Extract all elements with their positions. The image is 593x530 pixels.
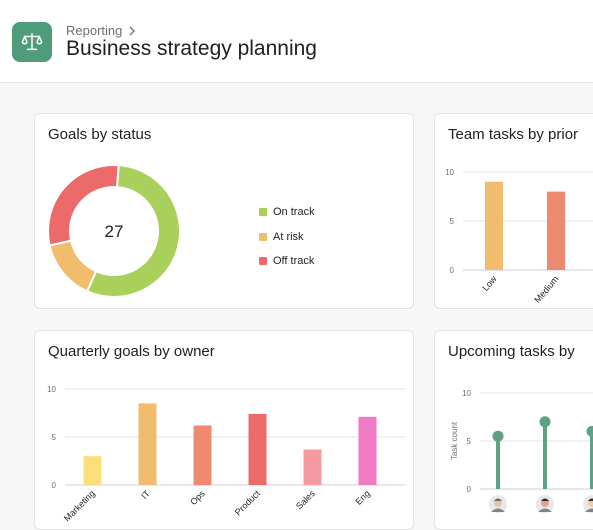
project-icon[interactable] bbox=[12, 22, 52, 62]
legend-item-off-track[interactable]: Off track bbox=[259, 249, 315, 274]
y-tick-label: 5 bbox=[467, 437, 472, 446]
bar-medium[interactable] bbox=[547, 192, 565, 270]
y-tick-label: 5 bbox=[450, 217, 455, 226]
x-tick-label: Low bbox=[480, 273, 499, 292]
legend-label: Off track bbox=[273, 255, 314, 267]
donut-center-label: 27 bbox=[105, 222, 124, 241]
breadcrumb-reporting[interactable]: Reporting bbox=[66, 23, 122, 38]
bar-product[interactable] bbox=[249, 414, 267, 485]
upcoming-tasks-lollipop-chart[interactable]: 0 5 10 Task count bbox=[435, 377, 593, 530]
y-tick-label: 0 bbox=[467, 485, 472, 494]
bar-marketing[interactable] bbox=[84, 456, 102, 485]
legend-swatch bbox=[259, 233, 267, 241]
bar-sales[interactable] bbox=[304, 449, 322, 485]
goals-donut-chart[interactable]: 27 bbox=[35, 152, 195, 309]
team-tasks-bar-chart[interactable]: 0 5 10 Low Medium bbox=[435, 160, 593, 309]
avatar[interactable] bbox=[536, 495, 554, 513]
y-tick-label: 0 bbox=[450, 266, 455, 275]
y-axis-label: Task count bbox=[450, 421, 459, 460]
legend-item-on-track[interactable]: On track bbox=[259, 200, 315, 225]
breadcrumb[interactable]: Reporting bbox=[66, 23, 136, 38]
lollipop-point[interactable] bbox=[493, 431, 504, 442]
legend-item-at-risk[interactable]: At risk bbox=[259, 225, 315, 250]
y-tick-label: 10 bbox=[462, 389, 471, 398]
avatar[interactable] bbox=[489, 495, 507, 513]
x-tick-label: Medium bbox=[532, 274, 560, 305]
card-title: Upcoming tasks by bbox=[448, 343, 575, 360]
bar-eng[interactable] bbox=[359, 417, 377, 485]
y-tick-label: 10 bbox=[445, 168, 454, 177]
page-header: Reporting Business strategy planning bbox=[0, 0, 593, 83]
team-tasks-card[interactable]: Team tasks by prior 0 5 10 Low Medium bbox=[434, 113, 593, 309]
card-title: Quarterly goals by owner bbox=[48, 343, 215, 360]
quarterly-goals-bar-chart[interactable]: 0 5 10 Marketing IT Ops Product Sales Eng bbox=[35, 377, 414, 527]
lollipop-point[interactable] bbox=[587, 426, 593, 437]
goals-legend: On track At risk Off track bbox=[259, 200, 315, 274]
goals-by-status-card[interactable]: Goals by status 27 On track At risk Off tr… bbox=[34, 113, 414, 309]
lollipop-point[interactable] bbox=[540, 416, 551, 427]
card-title: Team tasks by prior bbox=[448, 126, 578, 143]
avatar[interactable] bbox=[583, 495, 593, 513]
x-tick-label: Product bbox=[233, 488, 262, 517]
card-title: Goals by status bbox=[48, 126, 151, 143]
y-tick-label: 5 bbox=[52, 433, 57, 442]
bar-it[interactable] bbox=[139, 403, 157, 485]
y-tick-label: 0 bbox=[52, 481, 57, 490]
legend-label: On track bbox=[273, 206, 315, 218]
legend-swatch bbox=[259, 208, 267, 216]
page-title: Business strategy planning bbox=[66, 37, 317, 61]
bar-ops[interactable] bbox=[194, 425, 212, 485]
donut-slice-at-risk[interactable] bbox=[50, 241, 96, 292]
x-tick-label: IT bbox=[139, 488, 152, 501]
bar-low[interactable] bbox=[485, 182, 503, 270]
y-tick-label: 10 bbox=[47, 385, 56, 394]
x-tick-label: Eng bbox=[354, 488, 372, 506]
x-tick-label: Ops bbox=[188, 488, 207, 507]
upcoming-tasks-card[interactable]: Upcoming tasks by 0 5 10 Task count bbox=[434, 330, 593, 530]
chevron-right-icon bbox=[128, 26, 136, 36]
scale-icon bbox=[21, 31, 43, 53]
x-tick-label: Marketing bbox=[62, 488, 97, 523]
x-tick-label: Sales bbox=[294, 488, 317, 511]
quarterly-goals-card[interactable]: Quarterly goals by owner 0 5 10 Marketing IT… bbox=[34, 330, 414, 530]
legend-label: At risk bbox=[273, 231, 304, 243]
legend-swatch bbox=[259, 257, 267, 265]
